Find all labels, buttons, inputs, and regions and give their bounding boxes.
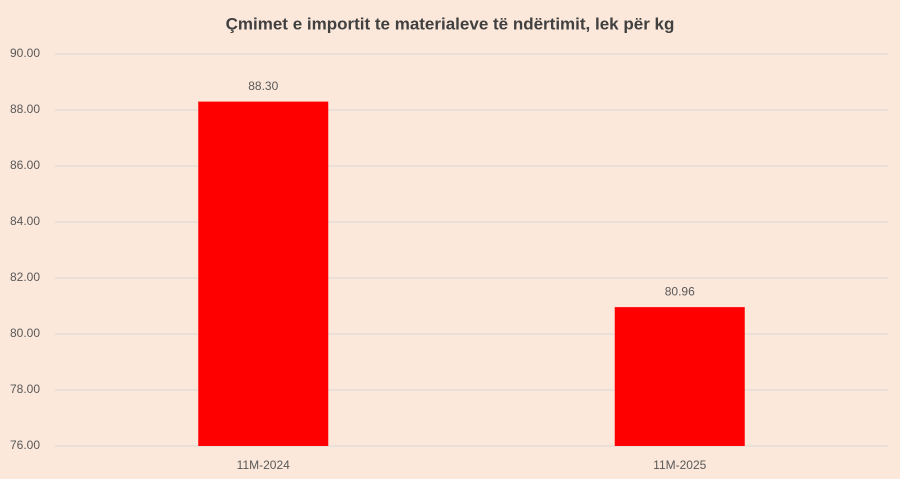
y-tick-label: 82.00 [10,270,40,284]
y-tick-label: 80.00 [10,326,40,340]
x-tick-label: 11M-2025 [653,458,706,472]
y-tick-label: 84.00 [10,214,40,228]
chart-title: Çmimet e importit te materialeve të ndër… [226,14,675,33]
bar [614,307,745,446]
y-tick-label: 90.00 [10,46,40,60]
data-label: 80.96 [665,284,695,298]
y-tick-label: 78.00 [10,382,40,396]
y-tick-label: 86.00 [10,158,40,172]
data-label: 88.30 [248,79,278,93]
y-tick-label: 76.00 [10,438,40,452]
x-tick-label: 11M-2024 [237,458,290,472]
bar [198,101,329,446]
y-tick-label: 88.00 [10,102,40,116]
